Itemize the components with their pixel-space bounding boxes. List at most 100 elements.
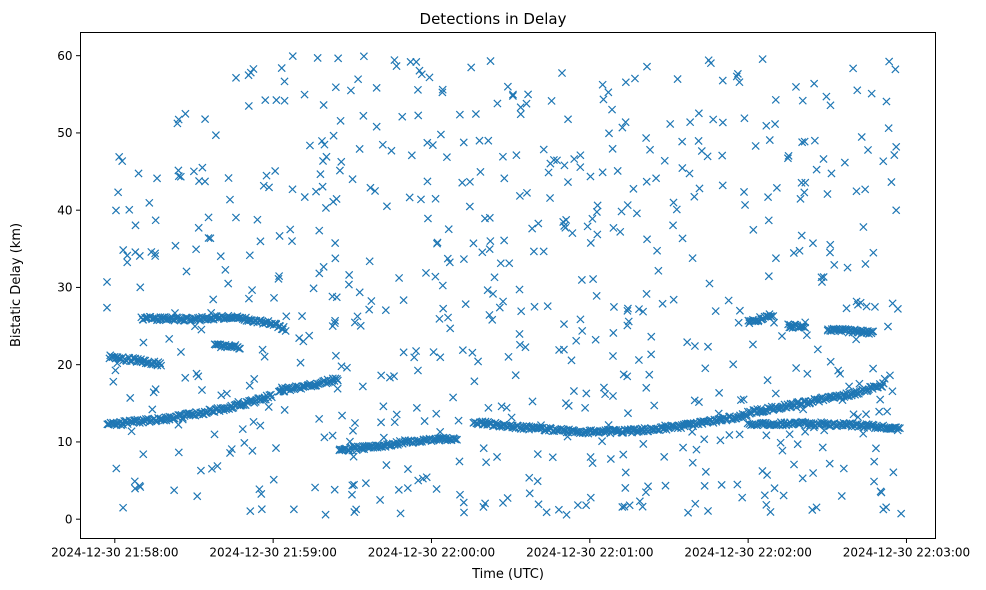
detection-point — [488, 289, 498, 298]
y-tick-label: 40 — [57, 203, 72, 217]
detection-point — [511, 371, 520, 380]
detection-point — [458, 178, 467, 187]
x-tick-label: 2024-12-30 21:59:00 — [209, 546, 336, 560]
track-detection-point — [452, 435, 462, 444]
plot-frame — [80, 32, 936, 539]
detection-point — [642, 177, 651, 186]
detection-point — [355, 288, 364, 297]
detection-point — [700, 435, 709, 444]
detection-point — [171, 241, 180, 250]
detection-point — [515, 329, 524, 339]
detection-point — [599, 383, 608, 392]
detection-point — [431, 272, 440, 281]
detection-point — [733, 69, 742, 78]
detection-point — [334, 54, 343, 63]
detection-point — [559, 320, 569, 329]
detection-point — [524, 90, 533, 99]
detection-point — [361, 479, 370, 488]
detection-point — [869, 364, 878, 373]
detection-point — [345, 270, 354, 279]
detection-point — [197, 386, 206, 395]
detection-point — [888, 299, 897, 308]
detection-point — [403, 465, 412, 474]
detection-point — [618, 502, 627, 512]
detection-point — [414, 476, 423, 485]
detection-point — [443, 254, 452, 263]
detection-point — [417, 70, 426, 79]
detection-point — [486, 57, 495, 66]
detection-point — [482, 458, 491, 467]
detection-point — [678, 234, 687, 243]
detection-point — [581, 403, 590, 412]
detection-point — [819, 272, 828, 282]
detection-point — [355, 144, 364, 153]
detection-point — [703, 506, 713, 516]
detection-point — [245, 381, 254, 390]
detection-point — [836, 369, 845, 378]
detection-point — [617, 207, 626, 216]
detection-point — [792, 364, 801, 373]
detection-point — [425, 73, 434, 82]
y-axis: 0 10 20 30 40 50 60 — [57, 49, 81, 526]
track-detection-point — [841, 391, 850, 400]
detection-point — [484, 136, 493, 145]
detection-point — [335, 166, 344, 175]
detection-point — [436, 130, 445, 139]
detection-point — [516, 110, 525, 119]
detection-point — [210, 430, 219, 439]
detection-point — [678, 137, 687, 146]
detection-point — [288, 185, 297, 194]
detection-point — [358, 382, 367, 391]
detection-point — [415, 66, 424, 75]
detection-point — [647, 332, 656, 341]
detection-point — [256, 421, 265, 430]
detection-point — [771, 95, 780, 104]
detection-point — [115, 152, 124, 161]
detection-point — [198, 163, 207, 172]
detection-point — [800, 188, 809, 197]
detection-point — [582, 389, 591, 398]
detection-point — [423, 177, 432, 186]
detection-point — [488, 315, 497, 324]
detection-point — [586, 238, 595, 247]
detection-point — [849, 64, 858, 73]
detection-point — [438, 281, 447, 290]
detection-point — [455, 490, 465, 499]
detection-point — [770, 484, 779, 493]
detection-point — [432, 409, 441, 418]
detection-point — [623, 201, 632, 210]
track-detection-point — [450, 434, 459, 444]
detection-point — [365, 257, 374, 266]
detection-point — [870, 477, 879, 486]
detection-point — [604, 129, 614, 138]
detection-point — [288, 52, 297, 61]
detection-point — [890, 151, 899, 160]
detection-point — [176, 172, 185, 181]
detection-point — [109, 377, 118, 386]
detection-point — [621, 483, 630, 492]
detection-point — [414, 111, 423, 120]
y-axis-label: Bistatic Delay (km) — [9, 223, 24, 347]
detection-point — [356, 321, 365, 330]
track-detection-point — [769, 312, 778, 321]
detection-point — [555, 345, 564, 354]
detection-point — [810, 136, 819, 145]
detection-point — [486, 237, 495, 246]
detection-point — [382, 202, 391, 211]
detection-point — [852, 187, 861, 196]
detection-point — [732, 72, 741, 81]
detection-point — [672, 205, 681, 214]
detection-point — [433, 238, 442, 247]
detection-point — [694, 109, 703, 118]
track-detection-point — [451, 435, 460, 444]
detection-point — [797, 178, 806, 187]
detection-point — [350, 480, 359, 489]
detection-point — [405, 193, 414, 202]
detection-point — [227, 445, 236, 454]
track-detection-point — [281, 326, 290, 336]
detection-point — [798, 138, 807, 147]
detection-point — [206, 234, 215, 243]
detection-point — [679, 443, 688, 452]
detection-point — [801, 427, 810, 436]
track-detection-point — [728, 414, 737, 423]
